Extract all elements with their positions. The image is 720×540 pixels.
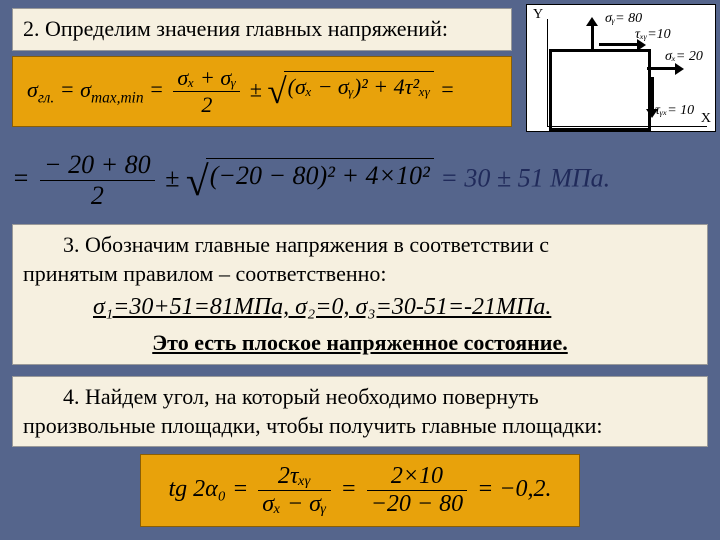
f1-lhs1-sub: гл.	[38, 89, 54, 106]
formula1-numeric: = − 20 + 80 2 ± √(−20 − 80)² + 4×10² = 3…	[12, 150, 712, 211]
f1-radicand: (σₓ − σᵧ)² + 4τ²ₓᵧ	[284, 71, 435, 100]
f2-frac2-den: −20 − 80	[367, 491, 467, 518]
f1n-frac: − 20 + 80 2	[40, 150, 155, 211]
f2-frac1-den: σₓ − σᵧ	[258, 491, 330, 518]
sigma-y-arrowhead	[586, 17, 598, 26]
axis-y-label: Y	[533, 7, 543, 23]
f1n-pm: ±	[165, 163, 179, 192]
axis-x-label: X	[701, 111, 711, 127]
f1n-eq1: =	[12, 163, 30, 192]
f1-lhs1-sym: σ	[27, 77, 38, 102]
formula2-box: tg 2α₀ = 2τₓᵧ σₓ − σᵧ = 2×10 −20 − 80 = …	[140, 454, 580, 527]
f1-lhs2-sym: σ	[80, 77, 91, 102]
h3-conclusion: Это есть плоское напряженное состояние.	[152, 330, 568, 355]
stress-element	[549, 49, 651, 131]
heading-2-text: 2. Определим значения главных напряжений…	[23, 16, 448, 41]
heading-2-box: 2. Определим значения главных напряжений…	[12, 8, 512, 51]
f2-frac2: 2×10 −20 − 80	[367, 463, 467, 518]
f1-sqrt: √(σₓ − σᵧ)² + 4τ²ₓᵧ	[267, 71, 434, 112]
h3-line1: 3. Обозначим главные напряжения в соотве…	[63, 232, 549, 257]
f1-frac1-den: 2	[173, 92, 240, 118]
f1n-den: 2	[40, 181, 155, 211]
h4-line1: 4. Найдем угол, на который необходимо по…	[63, 384, 539, 409]
x-axis-line	[547, 126, 707, 127]
f1n-rhs: = 30 ± 51 МПа.	[440, 163, 610, 192]
sigma-y-label: σᵧ= 80	[605, 11, 642, 27]
f1-trailing-eq: =	[440, 77, 455, 102]
sigma-x-arrow	[647, 67, 677, 70]
tau-xy-label: τₓᵧ=10	[635, 27, 671, 43]
tau-yx-label: τᵧₓ= 10	[655, 103, 694, 119]
f1-frac1-num: σₓ + σᵧ	[173, 65, 240, 92]
f1n-sqrt: √(−20 − 80)² + 4×10²	[186, 157, 434, 205]
f1n-radicand: (−20 − 80)² + 4×10²	[206, 158, 434, 191]
y-axis-line	[547, 19, 548, 127]
f2-lhs: tg 2α₀	[168, 476, 226, 502]
sigma-x-label: σₓ= 20	[665, 49, 703, 65]
h4-line2: произвольные площадки, чтобы получить гл…	[23, 413, 603, 438]
stress-diagram: Y X σᵧ= 80 τₓᵧ=10 σₓ= 20 τᵧₓ= 10	[526, 4, 716, 132]
f2-frac2-num: 2×10	[367, 463, 467, 491]
tau-xy-arrow	[599, 43, 639, 46]
heading-4-box: 4. Найдем угол, на который необходимо по…	[12, 376, 708, 447]
heading-3-box: 3. Обозначим главные напряжения в соотве…	[12, 224, 708, 365]
f1-frac1: σₓ + σᵧ 2	[173, 65, 240, 118]
formula1-symbolic: σгл. = σmax,min = σₓ + σᵧ 2 ± √(σₓ − σᵧ)…	[12, 56, 512, 127]
f1-pm: ±	[250, 77, 262, 102]
h3-result: σ₁=30+51=81МПа, σ₂=0, σ₃=30-51=-21МПа.	[93, 294, 551, 320]
f2-rhs: = −0,2.	[477, 476, 551, 502]
f2-frac1: 2τₓᵧ σₓ − σᵧ	[258, 463, 330, 518]
tau-yx-arrow	[651, 77, 654, 111]
h3-line2: принятым правилом – соответственно:	[23, 261, 387, 286]
f2-frac1-num: 2τₓᵧ	[258, 463, 330, 491]
f1-lhs1: σгл.	[27, 77, 54, 102]
f1-lhs2: σmax,min	[80, 77, 143, 102]
f1-lhs2-sub: max,min	[91, 89, 144, 106]
f1n-num: − 20 + 80	[40, 150, 155, 181]
